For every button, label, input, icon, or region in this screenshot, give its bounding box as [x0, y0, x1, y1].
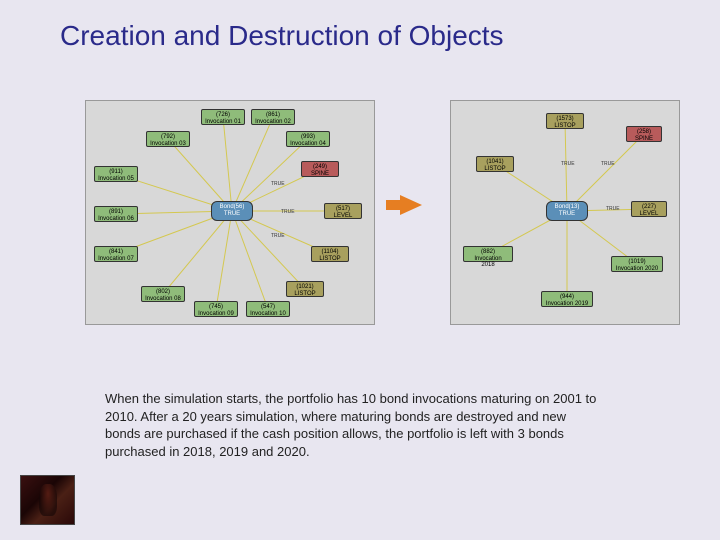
node-rlistop1: (1573) LISTOP	[546, 113, 584, 129]
edge-label: TRUE	[561, 161, 575, 167]
center-node: Bond(13) TRUE	[546, 201, 588, 221]
node-inv10: (547) Invocation 10	[246, 301, 290, 317]
node-inv01: (726) Invocation 01	[201, 109, 245, 125]
node-inv07: (841) Invocation 07	[94, 246, 138, 262]
node-listop: (1104) LISTOP	[311, 246, 349, 262]
edge-label: TRUE	[271, 181, 285, 187]
node-inv09: (745) Invocation 09	[194, 301, 238, 317]
transition-arrow-icon	[400, 195, 422, 215]
node-inv03: (792) Invocation 03	[146, 131, 190, 147]
node-spine: (249) SPINE	[301, 161, 339, 177]
node-rinv2018: (882) Invocation 2018	[463, 246, 513, 262]
caption-text: When the simulation starts, the portfoli…	[105, 390, 605, 460]
edge-label: TRUE	[606, 206, 620, 212]
node-rlevel: (227) LEVEL	[631, 201, 667, 217]
edge-label: TRUE	[601, 161, 615, 167]
node-rinv2019: (944) Invocation 2019	[541, 291, 593, 307]
node-level: (517) LEVEL	[324, 203, 362, 219]
node-inv04: (993) Invocation 04	[286, 131, 330, 147]
nebula-thumbnail-icon	[20, 475, 75, 525]
node-rinv2020: (1019) Invocation 2020	[611, 256, 663, 272]
node-rspine: (258) SPINE	[626, 126, 662, 142]
center-node: Bond(56) TRUE	[211, 201, 253, 221]
slide-title: Creation and Destruction of Objects	[60, 20, 504, 52]
diagram-left-panel: TRUE TRUE TRUE Bond(56) TRUE (726) Invocatio…	[85, 100, 375, 325]
node-listop2: (1021) LISTOP	[286, 281, 324, 297]
edge-label: TRUE	[281, 209, 295, 215]
node-rlistop2: (1041) LISTOP	[476, 156, 514, 172]
node-inv05: (911) Invocation 05	[94, 166, 138, 182]
edge-label: TRUE	[271, 233, 285, 239]
node-inv06: (891) Invocation 06	[94, 206, 138, 222]
node-inv08: (802) Invocation 08	[141, 286, 185, 302]
node-inv02: (861) Invocation 02	[251, 109, 295, 125]
diagram-right-panel: TRUE TRUE TRUE Bond(13) TRUE (1573) LISTOP (2…	[450, 100, 680, 325]
